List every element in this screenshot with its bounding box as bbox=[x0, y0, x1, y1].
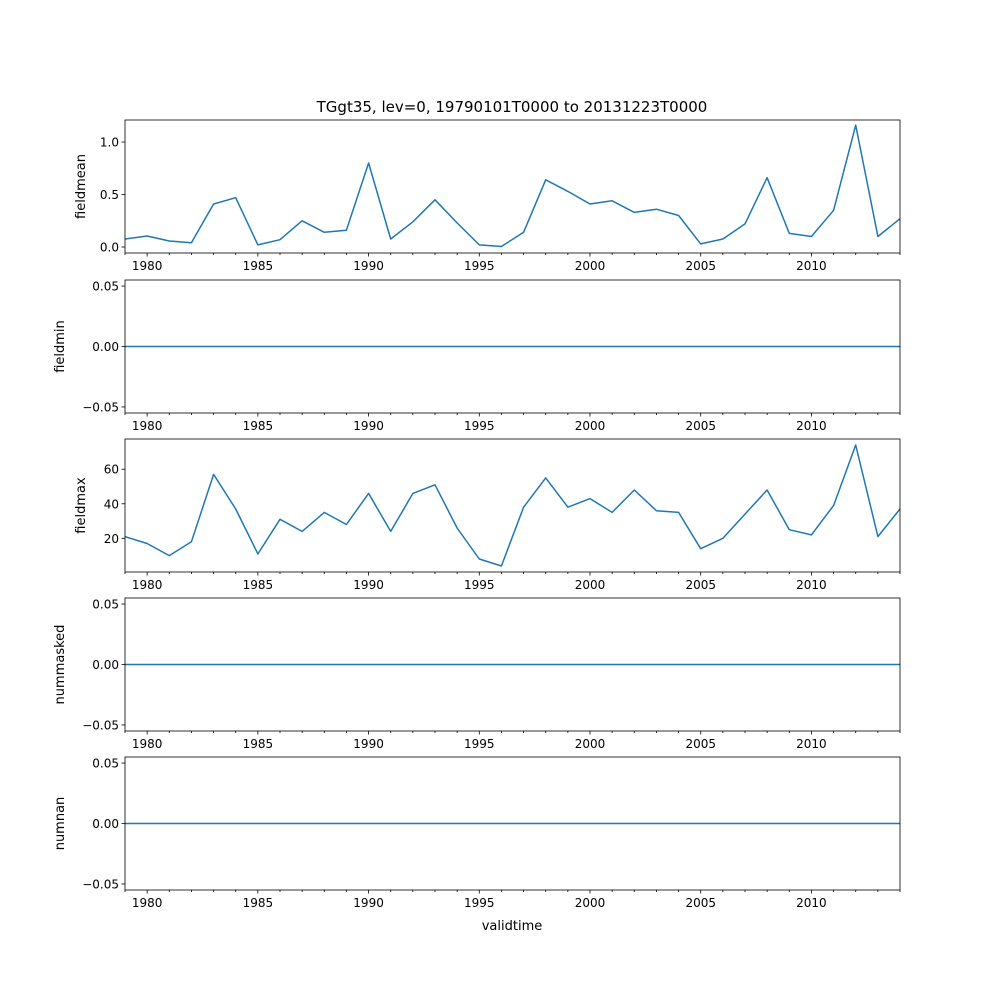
x-tick-label: 2010 bbox=[796, 737, 827, 751]
x-tick-label: 2000 bbox=[575, 578, 606, 592]
x-tick-label: 1980 bbox=[132, 259, 163, 273]
x-tick-label: 1980 bbox=[132, 578, 163, 592]
x-tick-label: 2000 bbox=[575, 419, 606, 433]
y-tick-label: 0.5 bbox=[100, 188, 119, 202]
chart-title: TGgt35, lev=0, 19790101T0000 to 20131223… bbox=[316, 98, 708, 116]
x-tick-label: 1980 bbox=[132, 737, 163, 751]
x-tick-label: 2005 bbox=[685, 578, 716, 592]
x-tick-label: 2005 bbox=[685, 896, 716, 910]
y-tick-label: 0.05 bbox=[92, 757, 119, 771]
x-tick-label: 1995 bbox=[464, 737, 495, 751]
x-tick-label: 2005 bbox=[685, 419, 716, 433]
subplot-fieldmean: 1980 1985 1990 1995 2000 2005 2010 0.0 0.5 1.0 fie… bbox=[74, 119, 901, 273]
x-tick-label: 2000 bbox=[575, 259, 606, 273]
subplot-nummasked: 1980 1985 1990 1995 2000 2005 2010 −0.05 0.00 0.0… bbox=[53, 598, 901, 751]
y-axis-label: fieldmean bbox=[74, 154, 89, 219]
x-tick-label: 1990 bbox=[353, 737, 384, 751]
x-tick-label: 2010 bbox=[796, 259, 827, 273]
series-line-fieldmean bbox=[124, 124, 901, 248]
x-tick-label: 1990 bbox=[353, 419, 384, 433]
y-tick-label: −0.05 bbox=[82, 400, 119, 414]
y-tick-label: 60 bbox=[104, 463, 119, 477]
x-tick-label: 1985 bbox=[243, 896, 274, 910]
y-tick-label: −0.05 bbox=[82, 877, 119, 891]
y-tick-label: 0.00 bbox=[92, 658, 119, 672]
x-tick-label: 1990 bbox=[353, 896, 384, 910]
axes-frame bbox=[124, 438, 901, 573]
y-tick-label: 0.0 bbox=[100, 241, 119, 255]
x-tick-label: 1990 bbox=[353, 259, 384, 273]
x-tick-label: 1985 bbox=[243, 419, 274, 433]
x-tick-label: 1995 bbox=[464, 578, 495, 592]
x-tick-label: 2010 bbox=[796, 896, 827, 910]
y-tick-label: 0.05 bbox=[92, 280, 119, 294]
axes-frame bbox=[124, 119, 901, 254]
series-line-fieldmax bbox=[124, 444, 901, 567]
x-tick-label: 1985 bbox=[243, 737, 274, 751]
y-tick-label: 40 bbox=[104, 497, 119, 511]
y-tick-label: 0.00 bbox=[92, 340, 119, 354]
x-tick-label: 2000 bbox=[575, 737, 606, 751]
x-tick-label: 2010 bbox=[796, 419, 827, 433]
x-tick-label: 2010 bbox=[796, 578, 827, 592]
x-tick-label: 2005 bbox=[685, 259, 716, 273]
subplot-fieldmax: 1980 1985 1990 1995 2000 2005 2010 20 40 60 fieldm… bbox=[74, 438, 901, 592]
y-tick-label: 20 bbox=[104, 532, 119, 546]
x-tick-label: 1980 bbox=[132, 419, 163, 433]
x-tick-label: 1995 bbox=[464, 896, 495, 910]
x-tick-label: 1985 bbox=[243, 259, 274, 273]
subplot-fieldmin: 1980 1985 1990 1995 2000 2005 2010 −0.05 0.00 0.0… bbox=[53, 280, 901, 433]
y-axis-label: nummasked bbox=[53, 625, 68, 705]
x-tick-label: 1995 bbox=[464, 259, 495, 273]
x-tick-label: 1990 bbox=[353, 578, 384, 592]
y-tick-label: −0.05 bbox=[82, 718, 119, 732]
x-axis-label: validtime bbox=[482, 919, 543, 934]
y-tick-label: 1.0 bbox=[100, 136, 119, 150]
y-tick-label: 0.00 bbox=[92, 817, 119, 831]
x-tick-label: 1995 bbox=[464, 419, 495, 433]
y-tick-label: 0.05 bbox=[92, 598, 119, 612]
y-axis-label: numnan bbox=[53, 797, 68, 851]
y-axis-label: fieldmax bbox=[74, 477, 89, 534]
x-tick-label: 2005 bbox=[685, 737, 716, 751]
subplot-numnan: 1980 1985 1990 1995 2000 2005 2010 −0.05 0.00 0.0… bbox=[53, 757, 901, 910]
subplots: 1980 1985 1990 1995 2000 2005 2010 0.0 0.5 1.0 fie… bbox=[53, 119, 901, 910]
x-tick-label: 2000 bbox=[575, 896, 606, 910]
y-axis-label: fieldmin bbox=[53, 320, 68, 373]
x-tick-label: 1985 bbox=[243, 578, 274, 592]
x-tick-label: 1980 bbox=[132, 896, 163, 910]
